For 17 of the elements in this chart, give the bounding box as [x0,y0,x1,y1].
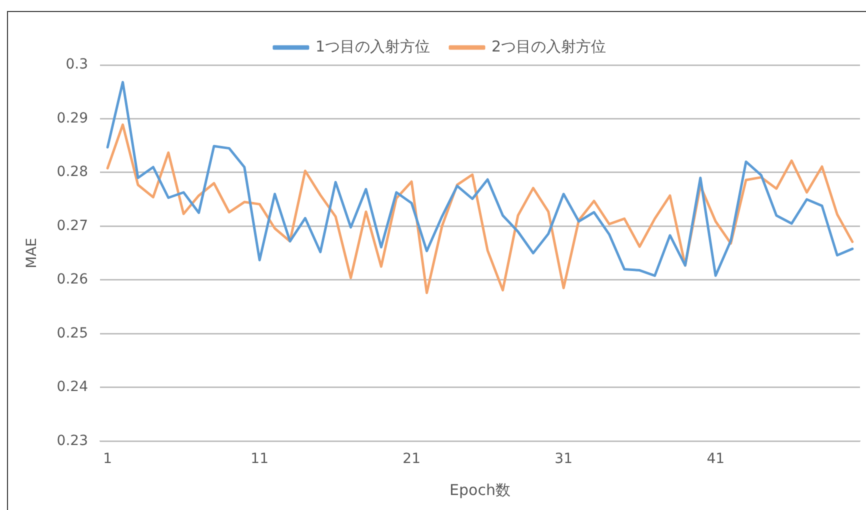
x-tick-label: 31 [554,451,573,468]
y-tick-label: 0.24 [56,379,88,396]
x-axis-title: Epoch数 [450,480,510,499]
y-tick-label: 0.23 [56,432,88,449]
y-tick-label: 0.28 [56,164,88,180]
y-tick-label: 0.3 [66,56,88,73]
x-tick-label: 41 [706,451,725,468]
x-tick-label: 1 [103,451,112,468]
y-axis-title: MAE [24,238,40,268]
y-tick-label: 0.26 [56,272,88,288]
y-tick-label: 0.29 [56,110,88,126]
y-tick-label: 0.25 [56,325,88,342]
x-tick-label: 21 [402,451,420,468]
y-tick-label: 0.27 [56,218,88,234]
legend-label: 1つ目の入射方位 [315,37,430,56]
legend-label: 2つ目の入射方位 [492,37,606,56]
x-tick-label: 11 [250,451,268,468]
